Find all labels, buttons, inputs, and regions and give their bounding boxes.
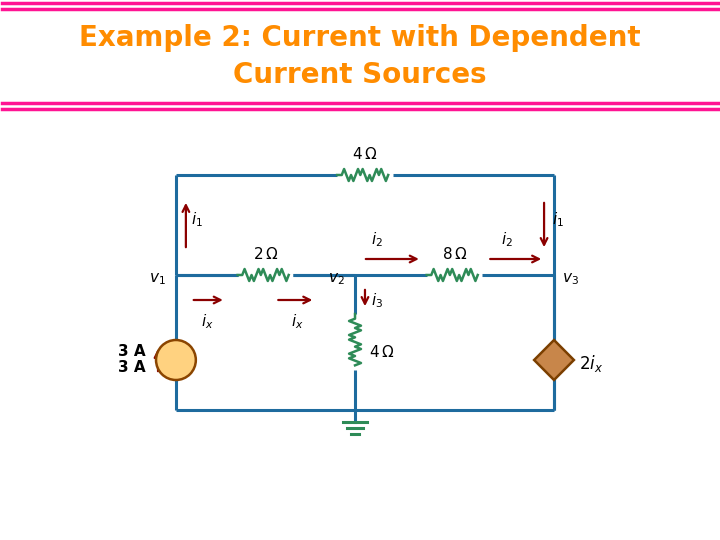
Circle shape xyxy=(156,340,196,380)
Text: 3 A: 3 A xyxy=(119,345,146,360)
Text: $v_3$: $v_3$ xyxy=(562,271,579,287)
Polygon shape xyxy=(534,340,574,380)
Text: $i_1$: $i_1$ xyxy=(191,211,203,229)
Text: $4\,\Omega$: $4\,\Omega$ xyxy=(369,344,395,360)
Text: $i_2$: $i_2$ xyxy=(501,230,513,249)
Text: $i_x$: $i_x$ xyxy=(202,312,214,330)
Text: $v_1$: $v_1$ xyxy=(149,271,166,287)
Text: $v_2$: $v_2$ xyxy=(328,271,345,287)
Text: 3 A: 3 A xyxy=(119,361,146,375)
Text: $8\,\Omega$: $8\,\Omega$ xyxy=(442,246,467,262)
Text: $4\,\Omega$: $4\,\Omega$ xyxy=(352,146,377,162)
Text: Example 2: Current with Dependent: Example 2: Current with Dependent xyxy=(79,24,641,52)
Text: $i_2$: $i_2$ xyxy=(371,230,383,249)
Text: $2\,\Omega$: $2\,\Omega$ xyxy=(253,246,278,262)
Text: Current Sources: Current Sources xyxy=(233,61,487,89)
Text: $i_3$: $i_3$ xyxy=(371,292,383,310)
Text: $2i_x$: $2i_x$ xyxy=(579,354,603,375)
Text: $i_x$: $i_x$ xyxy=(291,312,304,330)
Text: $i_1$: $i_1$ xyxy=(552,211,564,229)
